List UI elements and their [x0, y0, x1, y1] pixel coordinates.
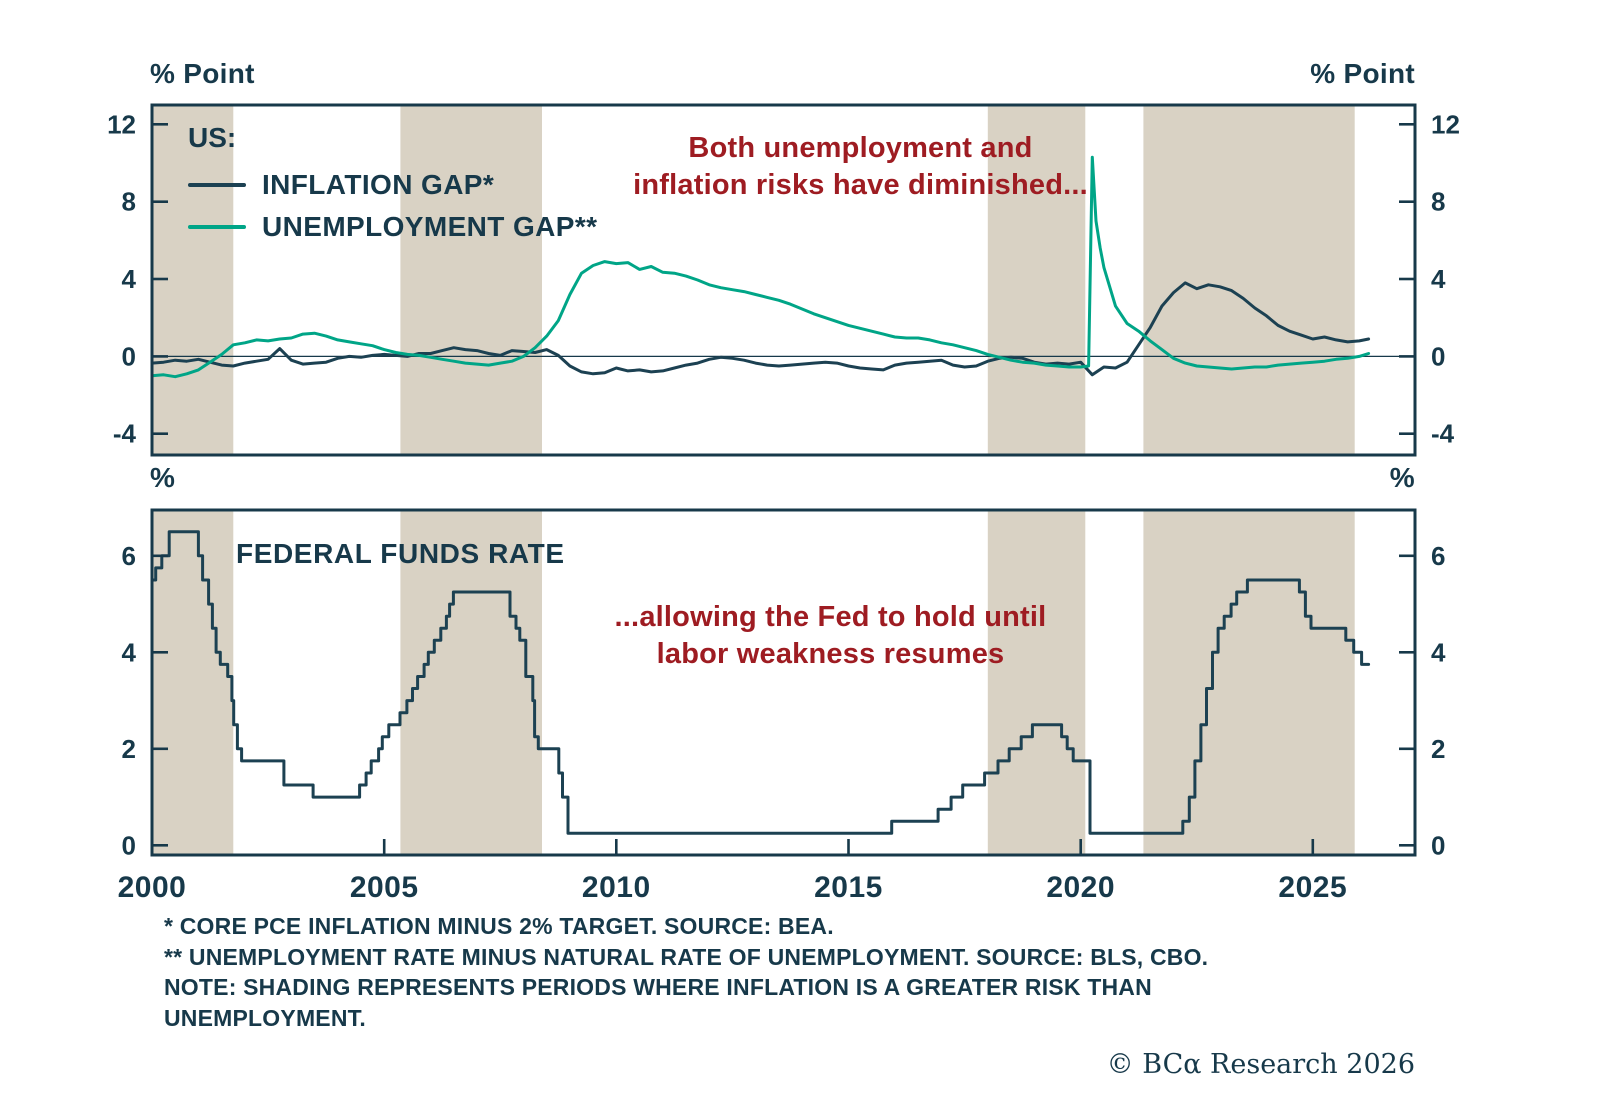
y-tick-label: 4: [1431, 637, 1446, 667]
x-tick-label: 2025: [1278, 871, 1347, 904]
y-tick-label: 4: [122, 264, 137, 294]
inflation-risk-band: [987, 105, 1086, 455]
y-tick-label: 2: [122, 734, 136, 764]
y-tick-label: 6: [122, 541, 136, 571]
footnotes: * CORE PCE INFLATION MINUS 2% TARGET. SO…: [164, 911, 1274, 1033]
y-tick-label: 0: [1431, 830, 1445, 860]
federal-funds-rate-line: [150, 530, 1371, 835]
y-tick-label: 4: [122, 637, 137, 667]
legend-region-label: US:: [188, 122, 237, 153]
legend-label-inflation-gap: INFLATION GAP*: [262, 169, 495, 200]
footnote-shading-note: NOTE: SHADING REPRESENTS PERIODS WHERE I…: [164, 974, 1152, 1031]
inflation-risk-band: [1143, 105, 1355, 455]
fed-funds-title: FEDERAL FUNDS RATE: [236, 538, 565, 569]
x-tick-label: 2005: [350, 871, 419, 904]
x-tick-label: 2010: [582, 871, 651, 904]
x-tick-label: 2020: [1046, 871, 1115, 904]
legend-item-unemployment-gap: UNEMPLOYMENT GAP**: [188, 206, 597, 248]
inflation-risk-band: [400, 105, 542, 455]
inflation-gap-line: [150, 281, 1371, 377]
y-tick-label: 8: [122, 187, 136, 217]
inflation-gap-swatch: [188, 183, 246, 187]
y-tick-label: 0: [122, 830, 136, 860]
x-tick-label: 2015: [814, 871, 883, 904]
inflation-risk-band: [987, 510, 1086, 855]
x-tick-label: 2000: [118, 871, 187, 904]
copyright: © BCα Research 2026: [1106, 1049, 1415, 1080]
legend-item-inflation-gap: INFLATION GAP*: [188, 164, 597, 206]
unemployment-gap-swatch: [188, 225, 246, 229]
annotation-bottom: ...allowing the Fed to hold until labor …: [578, 599, 1083, 673]
y-tick-label: 6: [1431, 541, 1445, 571]
panel-border: [150, 508, 1417, 857]
unemployment-gap-line: [150, 155, 1371, 379]
unit-label-top-left: % Point: [150, 58, 255, 89]
annotation-bottom-line-2: labor weakness resumes: [656, 638, 1005, 670]
footnote-unemployment-gap: ** UNEMPLOYMENT RATE MINUS NATURAL RATE …: [164, 943, 1209, 970]
unit-label-bottom-right: %: [1389, 462, 1415, 493]
annotation-bottom-line-1: ...allowing the Fed to hold until: [614, 601, 1047, 633]
y-tick-label: 4: [1431, 264, 1446, 294]
unit-label-top-right: % Point: [1310, 58, 1415, 89]
inflation-risk-band: [152, 510, 234, 855]
annotation-top-line-1: Both unemployment and: [688, 132, 1033, 164]
y-tick-label: 2: [1431, 734, 1445, 764]
inflation-risk-band: [1143, 510, 1355, 855]
y-tick-label: 12: [1431, 109, 1460, 139]
annotation-top-line-2: inflation risks have diminished...: [633, 169, 1088, 201]
y-tick-label: 0: [122, 341, 136, 371]
unit-label-bottom-left: %: [150, 462, 176, 493]
y-tick-label: -4: [113, 419, 137, 449]
y-tick-label: 8: [1431, 187, 1445, 217]
footnote-inflation-gap: * CORE PCE INFLATION MINUS 2% TARGET. SO…: [164, 913, 834, 939]
legend: US: INFLATION GAP* UNEMPLOYMENT GAP**: [188, 122, 597, 248]
y-tick-label: -4: [1431, 419, 1455, 449]
y-tick-label: 12: [107, 109, 136, 139]
annotation-top: Both unemployment and inflation risks ha…: [608, 130, 1113, 204]
legend-label-unemployment-gap: UNEMPLOYMENT GAP**: [262, 211, 598, 242]
y-tick-label: 0: [1431, 341, 1445, 371]
inflation-risk-band: [400, 510, 542, 855]
